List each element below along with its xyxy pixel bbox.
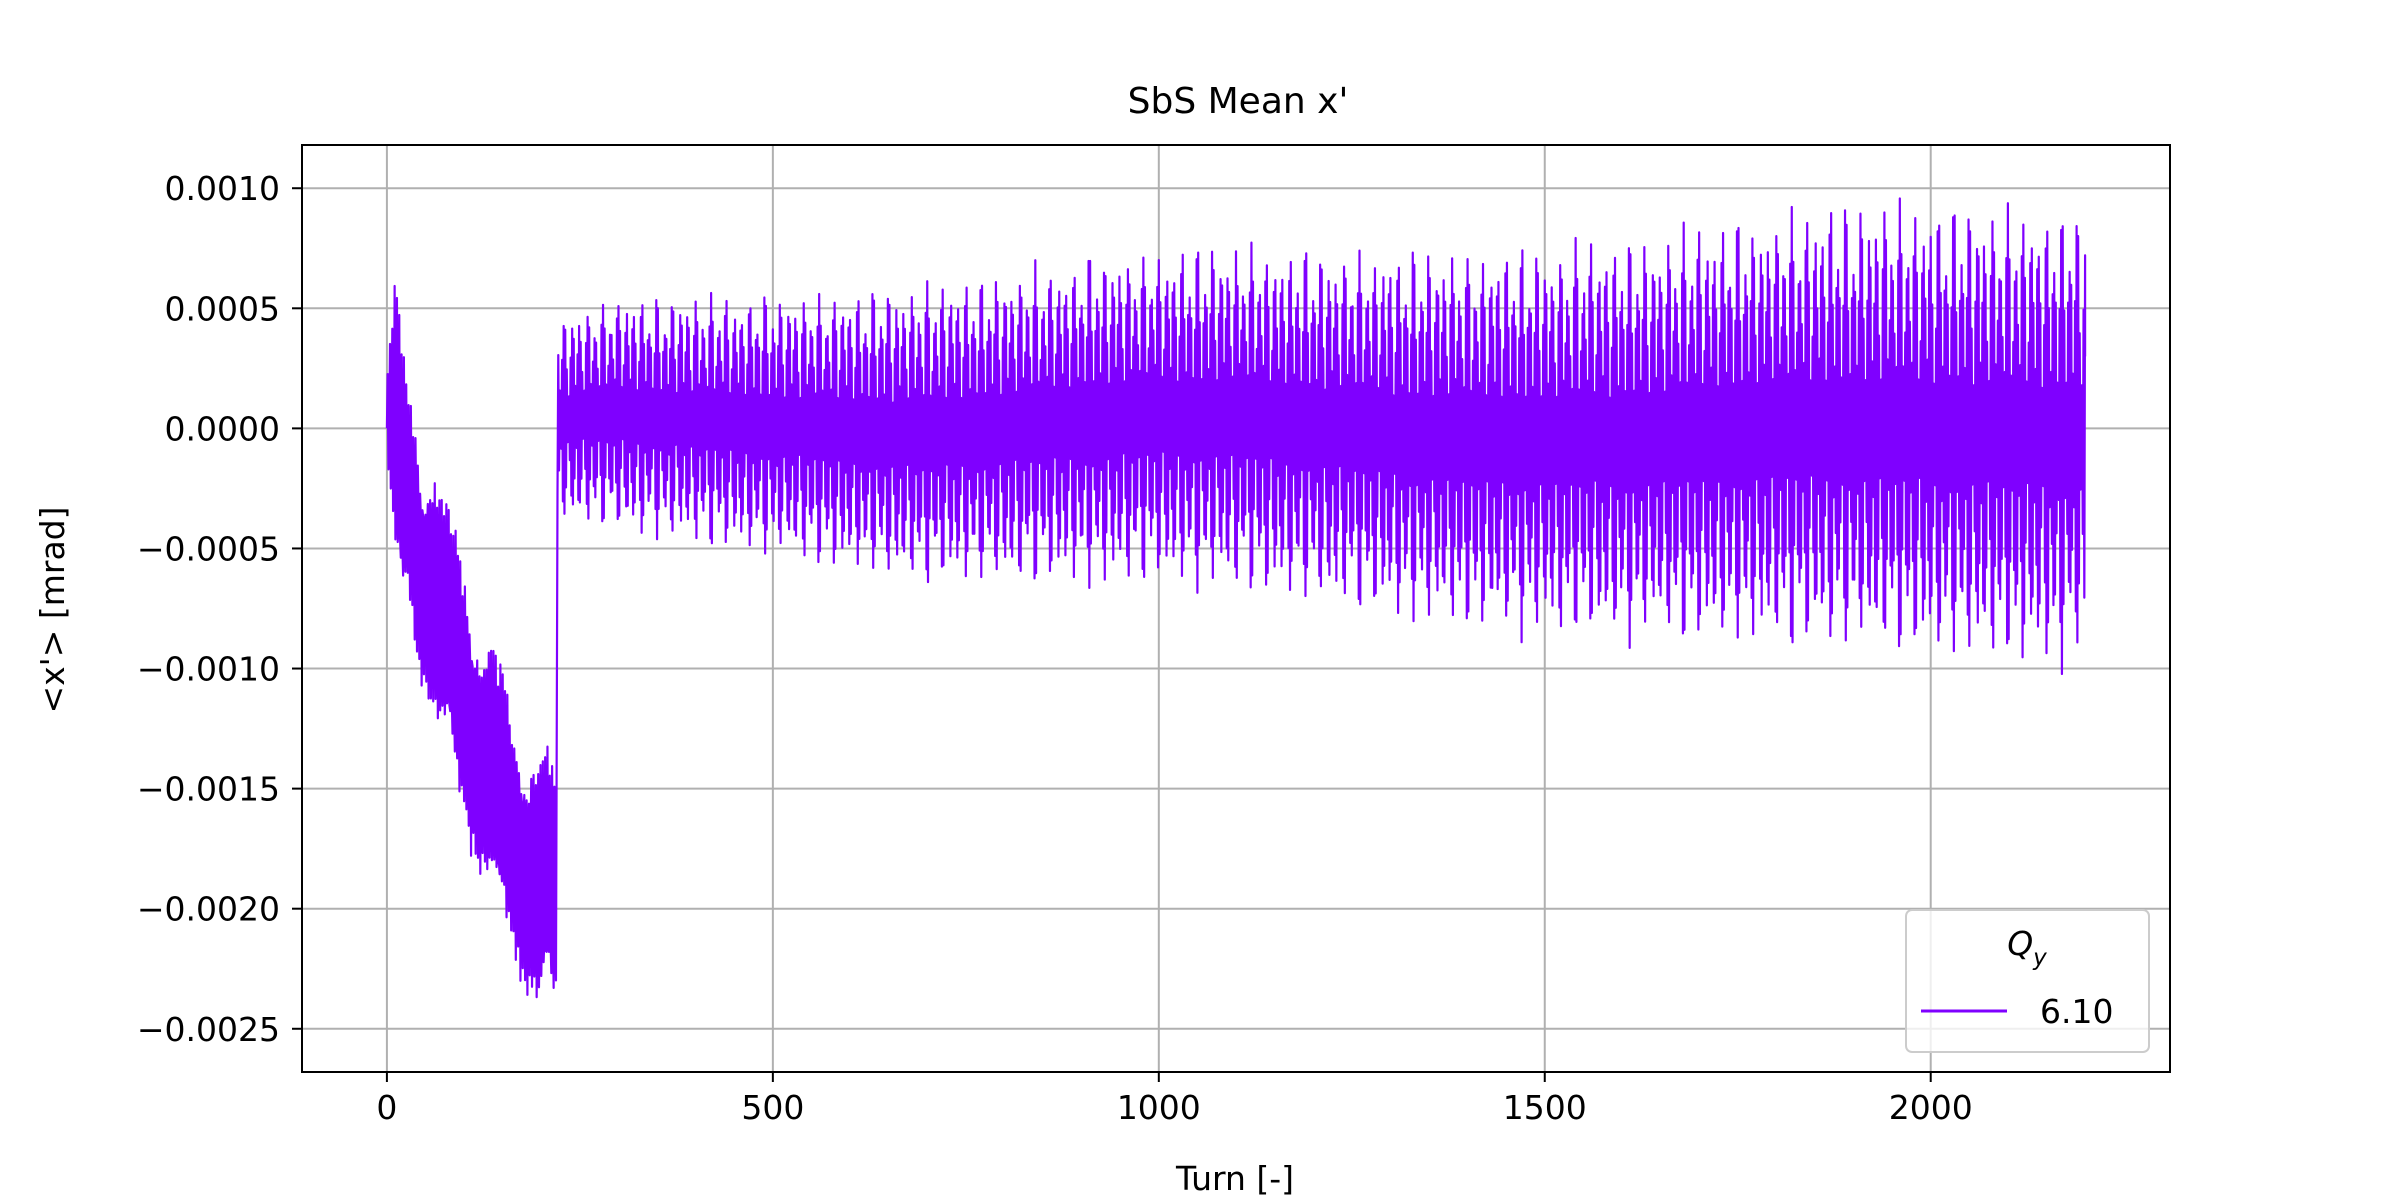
y-tick-label: −0.0010	[137, 650, 280, 689]
y-tick-label: −0.0015	[137, 770, 280, 809]
y-tick-label: −0.0020	[137, 890, 280, 929]
y-tick-label: 0.0010	[165, 169, 280, 208]
y-tick-label: −0.0005	[137, 529, 280, 568]
x-tick-label: 1000	[1117, 1088, 1201, 1127]
y-tick-label: 0.0000	[165, 409, 280, 448]
x-tick-label: 0	[376, 1088, 397, 1127]
y-tick-label: 0.0005	[165, 289, 280, 328]
legend: Qy 6.10	[1905, 909, 2150, 1053]
legend-box	[1905, 909, 2150, 1053]
chart-title: SbS Mean x'	[1128, 81, 1349, 122]
legend-title: Qy	[2007, 924, 2047, 971]
y-axis-label: <x'> [mrad]	[33, 506, 72, 713]
x-tick-label: 500	[741, 1088, 804, 1127]
plot-series	[385, 197, 2087, 999]
x-tick-label: 2000	[1889, 1088, 1973, 1127]
y-tick-label: −0.0025	[137, 1010, 280, 1049]
x-axis-label: Turn [-]	[1175, 1159, 1294, 1198]
series-line-6-10	[385, 197, 2087, 999]
x-tick-label: 1500	[1503, 1088, 1587, 1127]
plot-frame	[301, 144, 2171, 1073]
axis-ticks: 0 500 1000 1500 2000 0.0010 0.0005 0.0000 −0.000…	[137, 169, 1973, 1127]
legend-entry-label: 6.10	[2040, 992, 2113, 1031]
